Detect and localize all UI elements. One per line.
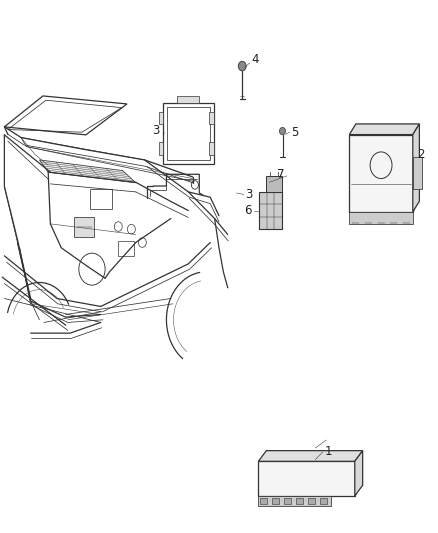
Bar — [90, 189, 112, 209]
Bar — [159, 111, 163, 124]
Bar — [284, 498, 291, 504]
Bar — [350, 212, 413, 224]
Polygon shape — [413, 124, 419, 212]
Bar — [260, 498, 267, 504]
Circle shape — [238, 61, 246, 71]
Bar — [209, 111, 213, 124]
Polygon shape — [39, 160, 136, 183]
Bar — [272, 498, 279, 504]
Bar — [177, 96, 199, 102]
Polygon shape — [355, 451, 363, 496]
Bar — [209, 142, 213, 155]
Text: 2: 2 — [417, 148, 424, 161]
Polygon shape — [350, 124, 419, 134]
Bar — [159, 142, 163, 155]
Text: 3: 3 — [152, 124, 160, 137]
Bar — [296, 498, 303, 504]
Bar — [308, 498, 315, 504]
Text: 4: 4 — [251, 53, 258, 66]
Bar — [258, 461, 355, 496]
Bar — [166, 107, 210, 160]
Bar — [118, 241, 134, 256]
Bar — [163, 102, 214, 164]
Text: 6: 6 — [244, 204, 251, 217]
Polygon shape — [258, 451, 363, 461]
Bar — [413, 157, 421, 189]
Bar — [266, 176, 282, 192]
Bar — [258, 496, 331, 505]
Text: 1: 1 — [325, 446, 332, 458]
Text: 3: 3 — [245, 188, 253, 201]
Bar — [259, 192, 282, 229]
Bar — [320, 498, 327, 504]
Circle shape — [279, 127, 286, 135]
Text: 7: 7 — [277, 168, 285, 181]
Text: 5: 5 — [291, 126, 299, 139]
Bar — [74, 217, 94, 237]
Bar — [350, 134, 413, 212]
